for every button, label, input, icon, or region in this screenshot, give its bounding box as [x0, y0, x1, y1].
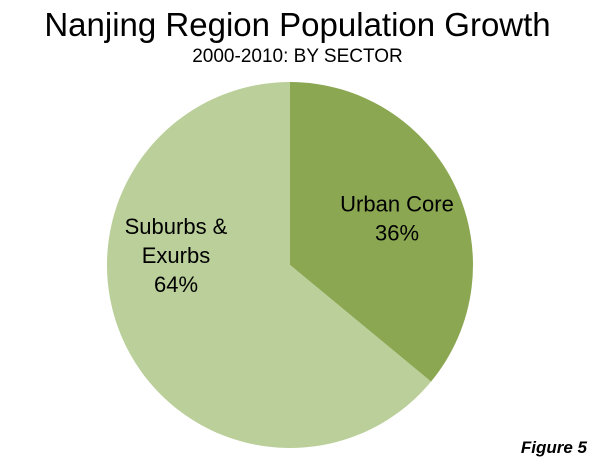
pie-slice-label-0: Urban Core 36%	[340, 192, 454, 246]
pie-slice-label-line: 36%	[375, 221, 419, 246]
pie-slice-0	[290, 82, 473, 382]
pie-slice-label-line: 64%	[154, 272, 198, 297]
figure-label: Figure 5	[520, 438, 587, 457]
pie-slice-1	[106, 82, 432, 449]
pie-slice-label-line: Suburbs &	[125, 214, 228, 239]
pie-slice-label-1: Suburbs & Exurbs 64%	[125, 214, 228, 297]
chart-title: Nanjing Region Population Growth	[44, 6, 551, 43]
pie-slice-label-line: Exurbs	[142, 243, 210, 268]
chart-subtitle: 2000-2010: BY SECTOR	[192, 46, 403, 67]
pie-slice-label-line: Urban Core	[340, 192, 454, 217]
